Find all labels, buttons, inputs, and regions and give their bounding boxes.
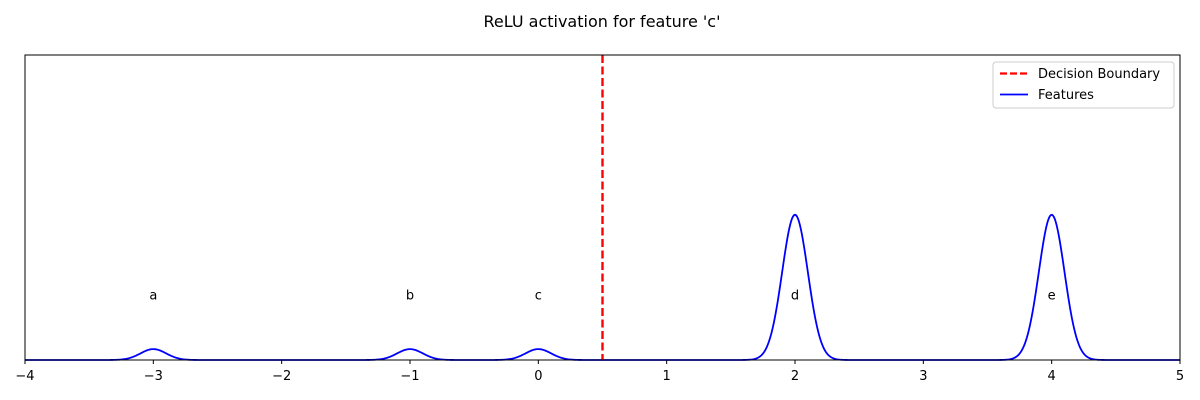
- x-axis: −4 −3 −2 −1 0 1 2 3 4 5: [15, 360, 1184, 384]
- peak-label-e: e: [1048, 289, 1056, 304]
- x-tick-label: −4: [15, 369, 34, 384]
- x-tick-label: 5: [1176, 369, 1184, 384]
- peak-label-c: c: [535, 289, 542, 304]
- x-tick-label: 3: [919, 369, 927, 384]
- peak-label-a: a: [149, 289, 157, 304]
- x-tick-label: −2: [272, 369, 291, 384]
- legend-box: [992, 61, 1175, 109]
- x-tick-label: 1: [663, 369, 671, 384]
- chart-title: ReLU activation for feature 'c': [483, 12, 720, 31]
- legend-decision-boundary-label: Decision Boundary: [1038, 67, 1160, 82]
- legend: Decision Boundary Features: [992, 61, 1175, 109]
- peak-label-d: d: [791, 289, 799, 304]
- legend-features-label: Features: [1038, 88, 1094, 103]
- x-tick-label: −3: [144, 369, 163, 384]
- x-tick-label: 2: [791, 369, 799, 384]
- x-tick-label: 4: [1048, 369, 1056, 384]
- plot-frame: [24, 54, 1181, 361]
- x-tick-label: 0: [534, 369, 542, 384]
- x-tick-label: −1: [400, 369, 419, 384]
- peak-label-b: b: [406, 289, 414, 304]
